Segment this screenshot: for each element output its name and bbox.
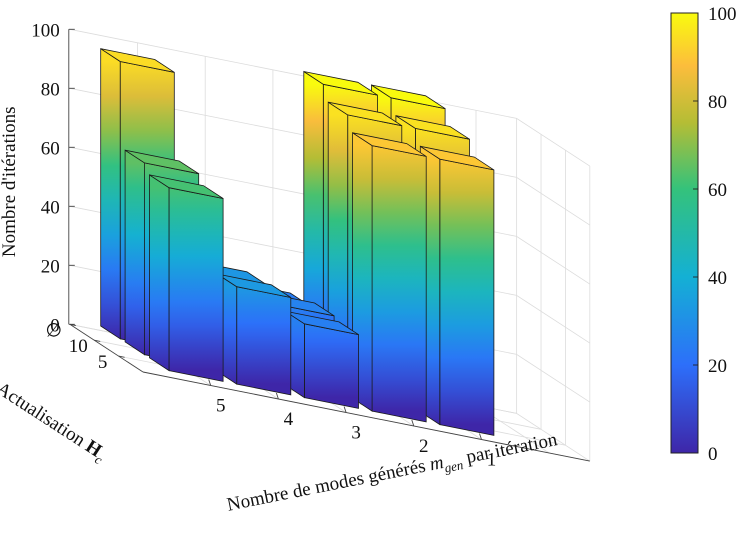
z-tick-label: 100 <box>31 20 60 41</box>
z-tick-label: 80 <box>41 79 60 100</box>
x-tick-label: 2 <box>419 436 429 457</box>
grid-line <box>69 87 591 226</box>
bar <box>419 145 495 436</box>
z-tick-label: 0 <box>50 315 60 336</box>
bar-side-face <box>124 149 146 356</box>
bar-side-face <box>149 174 170 372</box>
x-tick-label: 5 <box>216 396 226 417</box>
x-axis-line <box>142 371 590 462</box>
bar-top-face <box>420 145 495 171</box>
colorbar-gradient <box>670 12 699 454</box>
y-tick-label: ∅ <box>46 320 63 341</box>
y-axis-line <box>69 323 144 373</box>
grid-line <box>69 28 591 167</box>
x-tick-label: 1 <box>487 450 497 471</box>
colorbar-tick-label: 100 <box>708 4 737 25</box>
bar-side-face <box>100 47 121 340</box>
bar-top-face <box>149 174 224 199</box>
z-tick-label: 40 <box>41 197 60 218</box>
y-tick-label: 10 <box>69 336 88 357</box>
x-axis-title-text: Nombre de modes générés <box>225 455 432 516</box>
y-tick-mark <box>118 355 125 358</box>
bar-front-face <box>236 286 292 396</box>
x-axis-title: Nombre de modes générés mgen par itérati… <box>225 429 560 519</box>
y-tick-label: 5 <box>98 352 108 373</box>
bar-top-face <box>124 149 199 175</box>
x-axis-title-subscript: gen <box>443 457 464 475</box>
bar-top-face <box>216 273 292 298</box>
y-axis-title-text: Actualisation <box>0 378 93 453</box>
bar-front-face <box>168 187 224 382</box>
x-tick-mark <box>479 433 482 440</box>
colorbar-tick-label: 0 <box>708 444 718 465</box>
x-tick-label: 4 <box>284 409 294 430</box>
bar-front-face <box>371 145 427 423</box>
y-axis-title: Actualisation Hc <box>0 378 110 467</box>
x-tick-label: 3 <box>351 423 361 444</box>
x-tick-mark <box>343 406 347 413</box>
colorbar: 0 20 40 60 80 100 <box>670 4 737 465</box>
bar <box>284 310 359 409</box>
bars <box>100 47 495 436</box>
grid-line <box>69 146 591 285</box>
bar-top-face <box>352 132 427 157</box>
y-tick-mark <box>69 323 76 326</box>
bar-top-face <box>303 71 378 96</box>
z-tick-label: 60 <box>41 138 60 159</box>
bar-top-face <box>327 101 403 127</box>
bar-top-face <box>395 115 470 140</box>
bar-front-face <box>303 323 359 409</box>
y-tick-mark <box>94 339 101 342</box>
bar-front-face <box>439 158 495 436</box>
bar <box>149 174 224 382</box>
bar-top-face <box>284 310 359 335</box>
colorbar-tick-label: 40 <box>708 268 727 289</box>
x-tick-mark <box>411 419 415 427</box>
bar <box>352 132 427 423</box>
colorbar-tick-label: 60 <box>708 180 727 201</box>
bar <box>216 273 292 396</box>
bar-top-face <box>100 48 175 73</box>
bar-top-face <box>371 84 446 109</box>
x-tick-mark <box>275 392 279 400</box>
z-axis-title: Nombre d'itérations <box>0 106 20 257</box>
z-tick-label: 20 <box>41 256 60 277</box>
x-tick-mark <box>208 379 212 386</box>
colorbar-tick-label: 80 <box>708 92 727 113</box>
colorbar-tick-label: 20 <box>708 356 727 377</box>
x-axis-title-symbol: m <box>428 452 446 475</box>
